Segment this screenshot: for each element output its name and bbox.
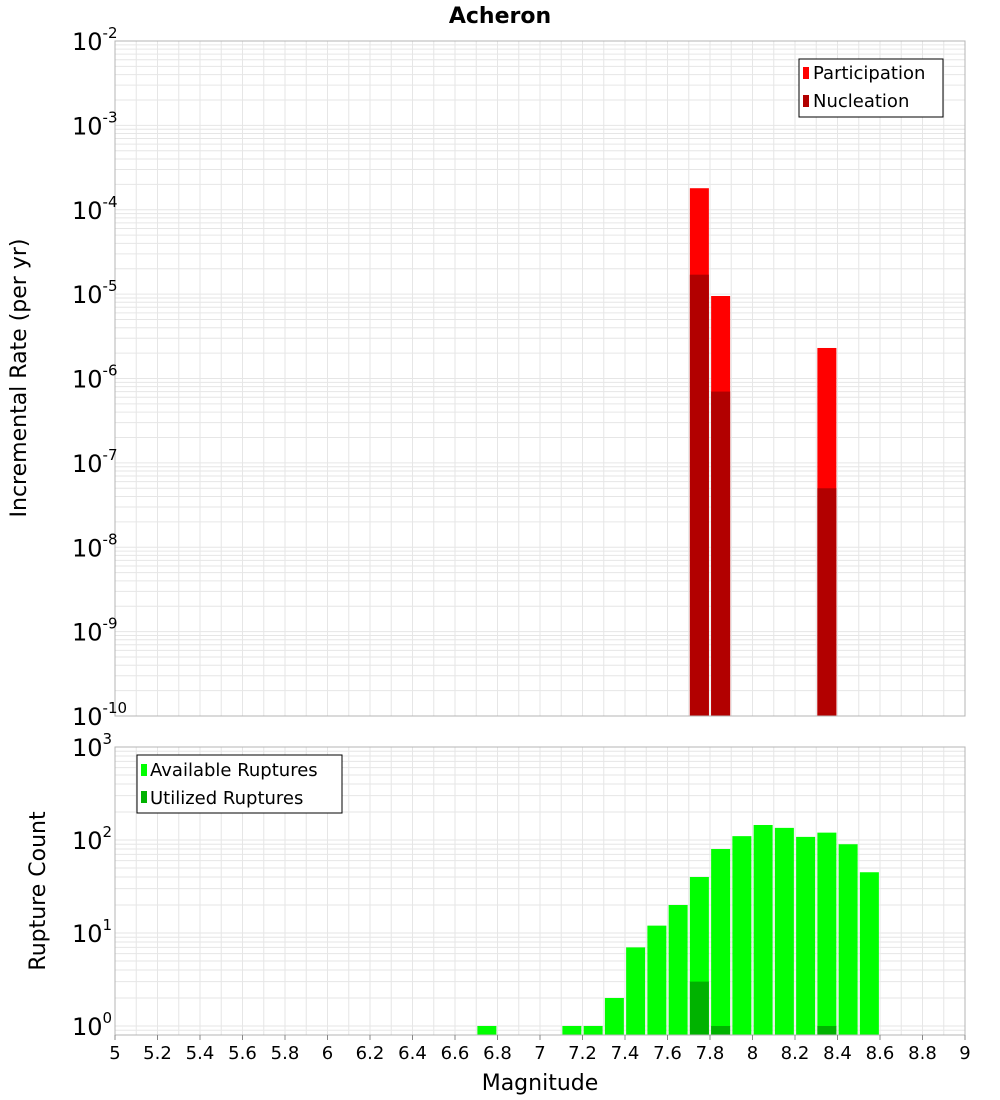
x-tick-label: 7.2	[568, 1043, 597, 1064]
available-rupture-bar	[583, 1025, 603, 1035]
x-tick-label: 6	[322, 1043, 333, 1064]
x-tick-label: 7.8	[696, 1043, 725, 1064]
rupture-count-panel: 100 101 102 103 5 5.2 5.4 5.6 5.8 6 6.2 6.4 6.6 6.8 7…	[26, 730, 971, 1096]
nucleation-legend-swatch	[803, 95, 809, 107]
utilized-rupture-bar	[689, 981, 709, 1035]
magnitude-x-axis-label: Magnitude	[482, 1071, 599, 1096]
rate-plot-panel: 10-10 10-9 10-8 10-7 10-6 10-5 10-4 10-3 10-2 In…	[7, 24, 966, 731]
y-tick-label: 10-9	[72, 615, 118, 647]
rate-plot-bars	[689, 188, 837, 717]
rate-y-axis-label: Incremental Rate (per yr)	[7, 239, 32, 518]
x-tick-label: 7	[534, 1043, 545, 1064]
x-tick-label: 5.8	[271, 1043, 300, 1064]
y-tick-label: 10-5	[72, 277, 118, 309]
y-tick-label: 10-8	[72, 530, 118, 562]
x-tick-label: 8	[747, 1043, 758, 1064]
available-rupture-bar	[626, 947, 646, 1035]
x-tick-label: 8.4	[823, 1043, 852, 1064]
y-tick-label: 100	[72, 1009, 112, 1041]
y-tick-label: 10-7	[72, 446, 118, 478]
magnitude-x-tick-labels: 5 5.2 5.4 5.6 5.8 6 6.2 6.4 6.6 6.8 7 7.2 7.4 7.6 7.8 8…	[109, 1035, 971, 1064]
available-rupture-bar	[859, 872, 879, 1035]
x-tick-label: 6.6	[441, 1043, 470, 1064]
nucleation-legend-label: Nucleation	[813, 91, 909, 112]
available-rupture-bar	[562, 1025, 582, 1035]
available-legend-label: Available Ruptures	[150, 760, 318, 781]
participation-legend-label: Participation	[813, 63, 925, 84]
x-tick-label: 6.4	[398, 1043, 427, 1064]
rate-plot-grid	[115, 40, 965, 717]
rate-y-tick-labels: 10-10 10-9 10-8 10-7 10-6 10-5 10-4 10-3 10-2	[72, 24, 127, 731]
rate-plot-frame	[114, 40, 966, 717]
rate-legend: Participation Nucleation	[798, 58, 944, 118]
x-tick-label: 5	[109, 1043, 120, 1064]
x-tick-label: 5.6	[228, 1043, 257, 1064]
y-tick-label: 101	[72, 916, 112, 948]
rupture-count-bars	[477, 824, 879, 1035]
available-rupture-bar	[796, 836, 816, 1035]
chart-title: Acheron	[449, 4, 551, 29]
utilized-rupture-bar	[817, 1025, 837, 1035]
nucleation-bar	[689, 274, 709, 716]
count-y-tick-labels: 100 101 102 103	[72, 730, 112, 1041]
utilized-rupture-bar	[711, 1025, 731, 1035]
x-tick-label: 6.8	[483, 1043, 512, 1064]
nucleation-bar	[817, 488, 837, 716]
x-tick-label: 8.2	[781, 1043, 810, 1064]
x-tick-label: 5.4	[186, 1043, 215, 1064]
y-tick-label: 102	[72, 823, 112, 855]
available-rupture-bar	[604, 997, 624, 1035]
available-rupture-bar	[817, 832, 837, 1035]
x-tick-label: 9	[959, 1043, 970, 1064]
rupture-legend-box	[136, 754, 343, 814]
rupture-legend: Available Ruptures Utilized Ruptures	[136, 754, 343, 814]
available-rupture-bar	[753, 824, 773, 1035]
available-rupture-bar	[711, 849, 731, 1035]
available-rupture-bar	[838, 844, 858, 1035]
y-tick-label: 10-6	[72, 362, 118, 394]
participation-legend-swatch	[803, 67, 809, 79]
utilized-legend-swatch	[141, 791, 147, 803]
x-tick-label: 7.4	[611, 1043, 640, 1064]
available-legend-swatch	[141, 764, 147, 776]
x-tick-label: 8.8	[908, 1043, 937, 1064]
rate-legend-box	[798, 58, 944, 118]
utilized-legend-label: Utilized Ruptures	[150, 788, 303, 809]
x-tick-label: 8.6	[866, 1043, 895, 1064]
count-y-axis-label: Rupture Count	[26, 811, 51, 971]
available-rupture-bar	[774, 827, 794, 1035]
available-rupture-bar	[477, 1025, 497, 1035]
y-tick-label: 10-10	[72, 699, 127, 731]
available-rupture-bar	[732, 836, 752, 1035]
available-rupture-bar	[668, 904, 688, 1035]
y-tick-label: 10-2	[72, 24, 118, 56]
x-tick-label: 5.2	[143, 1043, 172, 1064]
x-tick-label: 7.6	[653, 1043, 682, 1064]
y-tick-label: 103	[72, 730, 112, 762]
y-tick-label: 10-4	[72, 193, 118, 225]
available-rupture-bar	[647, 925, 667, 1035]
y-tick-label: 10-3	[72, 108, 118, 140]
x-tick-label: 6.2	[356, 1043, 385, 1064]
nucleation-bar	[711, 391, 731, 716]
